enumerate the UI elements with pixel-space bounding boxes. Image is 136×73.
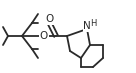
Text: O: O	[40, 31, 48, 41]
Text: O: O	[46, 14, 54, 24]
Text: N: N	[83, 21, 91, 31]
Text: H: H	[90, 19, 96, 28]
